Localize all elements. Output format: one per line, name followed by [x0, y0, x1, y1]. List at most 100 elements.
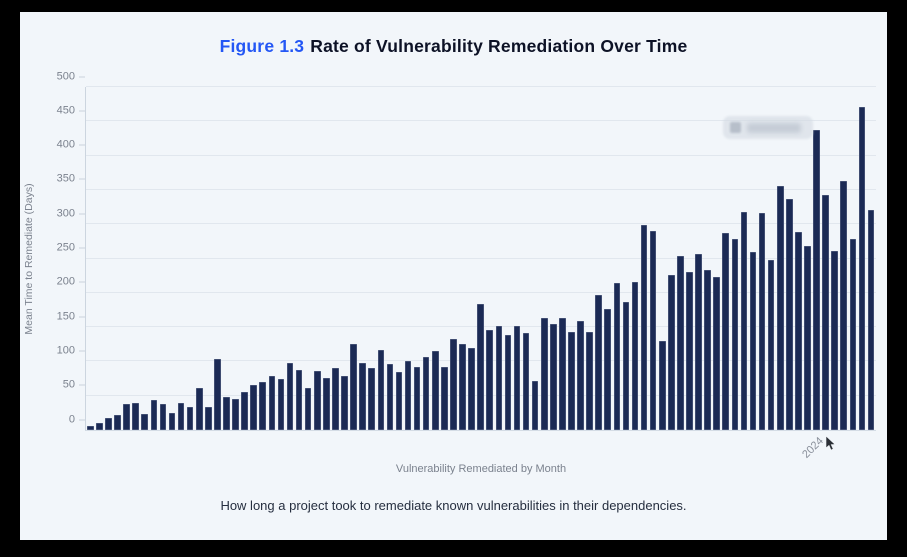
bar-month-56[interactable] — [586, 331, 593, 430]
bar-month-61[interactable] — [631, 281, 639, 430]
bar-month-69[interactable] — [704, 270, 711, 430]
bar-month-11[interactable] — [177, 402, 185, 430]
bar-month-26[interactable] — [313, 371, 321, 430]
bar-month-41[interactable] — [450, 339, 457, 430]
bar-month-63[interactable] — [649, 231, 657, 430]
bar-month-24[interactable] — [295, 370, 303, 430]
y-tick-label: 50 — [62, 378, 75, 391]
bar-month-40[interactable] — [441, 366, 448, 430]
bar-month-74[interactable] — [749, 252, 757, 430]
gridline-300 — [86, 223, 876, 225]
bar-month-80[interactable] — [804, 246, 811, 430]
bar-month-75[interactable] — [758, 213, 766, 430]
bar-month-21[interactable] — [268, 375, 276, 430]
bar-month-44[interactable] — [477, 304, 484, 430]
bar-month-34[interactable] — [386, 364, 394, 430]
bar-month-55[interactable] — [577, 320, 584, 430]
bar-month-54[interactable] — [568, 331, 575, 430]
bar-month-51[interactable] — [540, 317, 548, 430]
bar-month-67[interactable] — [686, 271, 693, 430]
bar-month-3[interactable] — [105, 418, 112, 430]
y-tick-mark — [79, 281, 85, 283]
bar-month-13[interactable] — [195, 388, 203, 430]
bar-month-87[interactable] — [867, 210, 875, 430]
bar-month-6[interactable] — [132, 402, 139, 430]
figure-caption: How long a project took to remediate kno… — [220, 498, 687, 513]
bar-month-23[interactable] — [286, 362, 294, 430]
bar-month-2[interactable] — [96, 423, 103, 430]
bar-month-62[interactable] — [640, 224, 648, 430]
y-tick-label: 450 — [56, 104, 75, 117]
bar-month-77[interactable] — [776, 185, 784, 430]
bar-month-46[interactable] — [495, 326, 503, 430]
bar-month-48[interactable] — [513, 325, 521, 430]
bar-month-1[interactable] — [87, 425, 94, 430]
bar-month-29[interactable] — [341, 375, 348, 430]
bar-month-85[interactable] — [849, 238, 857, 430]
bar-month-5[interactable] — [123, 403, 130, 430]
legend-chip-blurred[interactable] — [723, 116, 813, 139]
gridline-500 — [86, 86, 876, 87]
bar-month-33[interactable] — [377, 349, 385, 430]
bar-month-38[interactable] — [422, 357, 430, 430]
bar-month-7[interactable] — [141, 413, 149, 430]
bar-month-42[interactable] — [459, 343, 466, 430]
bar-month-35[interactable] — [395, 372, 403, 430]
bar-month-14[interactable] — [205, 407, 212, 430]
bar-month-76[interactable] — [767, 259, 775, 430]
report-card: Figure 1.3 Rate of Vulnerability Remediat… — [20, 12, 887, 540]
bar-month-8[interactable] — [150, 399, 158, 430]
bar-month-84[interactable] — [840, 180, 848, 430]
bar-month-4[interactable] — [114, 414, 121, 430]
bar-month-28[interactable] — [332, 367, 339, 430]
bar-month-30[interactable] — [350, 343, 357, 430]
bar-month-72[interactable] — [731, 239, 739, 430]
bar-month-83[interactable] — [831, 250, 838, 430]
bar-month-60[interactable] — [622, 301, 630, 430]
bar-month-53[interactable] — [559, 318, 566, 430]
bar-month-59[interactable] — [613, 282, 621, 430]
bar-month-43[interactable] — [468, 348, 475, 430]
bar-month-45[interactable] — [486, 329, 494, 430]
bar-month-86[interactable] — [858, 106, 866, 430]
bar-month-52[interactable] — [549, 324, 557, 430]
bar-month-78[interactable] — [786, 198, 793, 430]
bar-month-31[interactable] — [359, 363, 366, 430]
y-tick-mark — [79, 76, 85, 77]
bar-month-22[interactable] — [277, 378, 285, 430]
bar-month-36[interactable] — [404, 360, 412, 430]
bar-month-64[interactable] — [658, 340, 666, 430]
bar-month-27[interactable] — [323, 377, 330, 430]
y-tick-label: 150 — [56, 310, 75, 323]
bar-month-15[interactable] — [214, 358, 221, 430]
bar-month-49[interactable] — [522, 332, 530, 430]
bar-month-70[interactable] — [713, 277, 720, 430]
bar-month-9[interactable] — [159, 403, 167, 430]
bar-month-65[interactable] — [668, 274, 675, 430]
x-axis-title: Vulnerability Remediated by Month — [395, 463, 567, 475]
bar-month-19[interactable] — [250, 384, 257, 430]
bar-month-25[interactable] — [304, 388, 312, 430]
bar-month-20[interactable] — [259, 381, 267, 430]
bar-month-18[interactable] — [241, 391, 248, 430]
bar-month-12[interactable] — [186, 406, 194, 430]
y-tick-mark — [79, 144, 85, 146]
bar-month-58[interactable] — [604, 309, 612, 430]
bar-month-81[interactable] — [813, 130, 820, 430]
bar-month-57[interactable] — [595, 294, 602, 430]
bar-month-66[interactable] — [677, 256, 684, 430]
bar-month-17[interactable] — [232, 399, 239, 430]
bar-month-50[interactable] — [531, 381, 539, 430]
bar-month-47[interactable] — [504, 334, 512, 430]
bar-month-16[interactable] — [223, 397, 230, 430]
bar-month-39[interactable] — [431, 351, 439, 430]
bar-month-10[interactable] — [168, 412, 176, 430]
bar-month-71[interactable] — [722, 233, 730, 430]
y-tick-0: 0 — [51, 414, 85, 425]
bar-month-73[interactable] — [740, 211, 748, 430]
bar-month-68[interactable] — [695, 254, 702, 430]
bar-month-37[interactable] — [413, 366, 421, 430]
bar-month-82[interactable] — [822, 194, 829, 430]
bar-month-79[interactable] — [795, 232, 802, 430]
bar-month-32[interactable] — [368, 367, 376, 430]
